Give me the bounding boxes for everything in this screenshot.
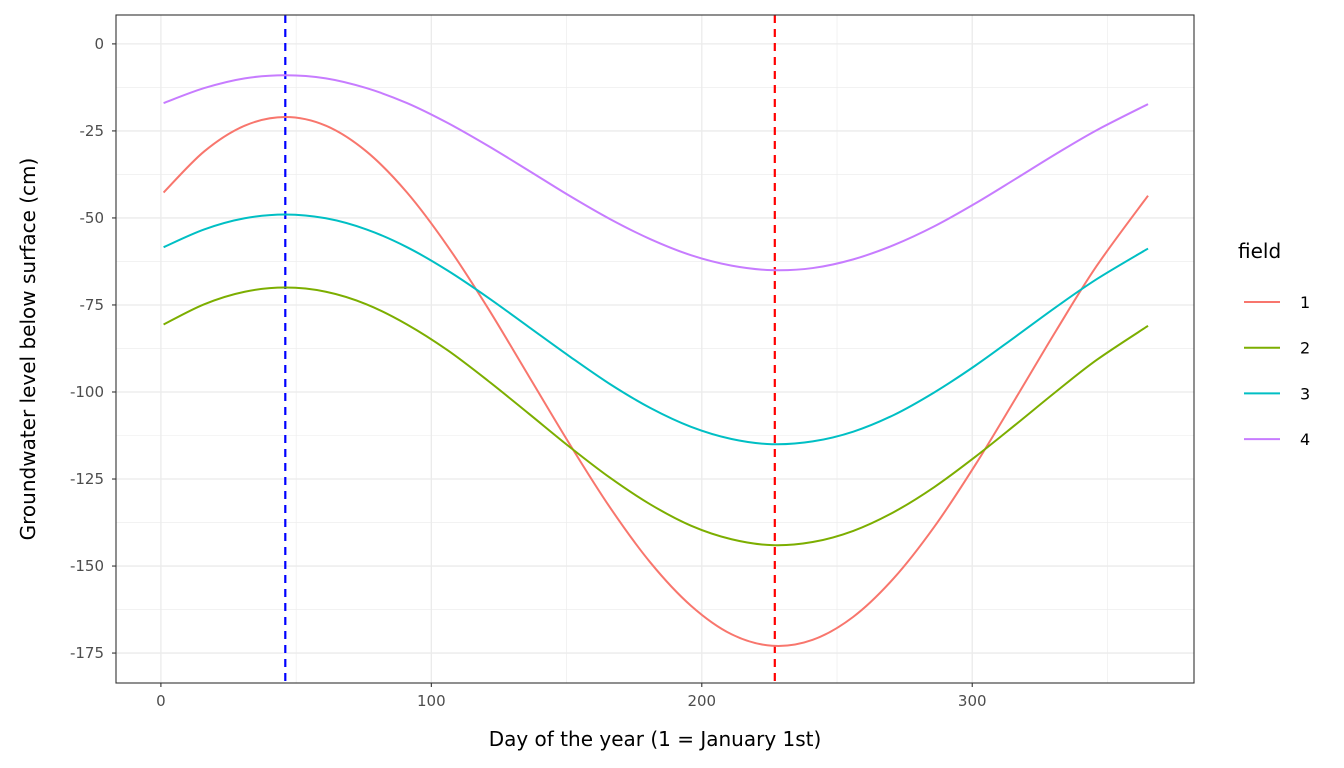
series-line-field-4: [163, 74, 1149, 272]
y-tick-label: -100: [70, 383, 104, 401]
series-lines: [162, 74, 1149, 647]
legend-label-field-3: 3: [1300, 384, 1310, 403]
series-line-field-2: [163, 286, 1149, 547]
axes: 0 100 200 300 0 -25 -50 -75 -100 -125 -150 -175: [70, 35, 987, 710]
x-tick-label: 0: [156, 692, 166, 710]
series-line-field-1: [162, 115, 1149, 647]
y-tick-label: -50: [80, 209, 105, 227]
legend: field 1 2 3 4: [1238, 239, 1310, 449]
y-tick-label: -25: [80, 122, 105, 140]
panel-border: [115, 14, 1195, 684]
grid: [116, 15, 1194, 683]
y-tick-label: -125: [70, 470, 104, 488]
legend-label-field-2: 2: [1300, 339, 1310, 358]
legend-label-field-1: 1: [1300, 293, 1310, 312]
y-axis-title: Groundwater level below surface (cm): [16, 158, 40, 541]
legend-title: field: [1238, 239, 1281, 263]
y-tick-label: 0: [94, 35, 104, 53]
legend-label-field-4: 4: [1300, 430, 1310, 449]
series-line-field-3: [163, 213, 1149, 446]
y-tick-label: -175: [70, 644, 104, 662]
x-tick-label: 200: [687, 692, 716, 710]
y-tick-label: -150: [70, 557, 104, 575]
y-tick-label: -75: [80, 296, 105, 314]
x-tick-label: 300: [958, 692, 987, 710]
x-axis-title: Day of the year (1 = January 1st): [489, 727, 822, 751]
x-tick-label: 100: [417, 692, 446, 710]
